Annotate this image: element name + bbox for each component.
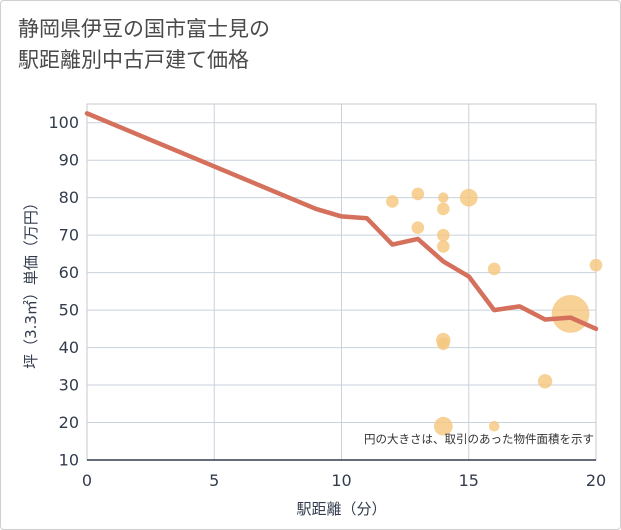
y-tick-label: 60 xyxy=(59,263,79,282)
tick-layer: 0 5 10 15 20 10 20 30 40 50 60 70 80 90 100 xyxy=(48,113,606,490)
bubble-point xyxy=(437,240,450,253)
y-tick-label: 10 xyxy=(59,451,79,470)
y-tick-label: 90 xyxy=(59,151,79,170)
bubble-point xyxy=(386,195,399,208)
y-tick-label: 20 xyxy=(59,413,79,432)
bubble-point xyxy=(459,188,478,207)
bubble-point xyxy=(437,337,450,351)
bubble-point xyxy=(437,228,450,242)
chart-title-line-1: 静岡県伊豆の国市富士見の xyxy=(18,17,270,41)
bubble-point xyxy=(411,221,425,234)
y-tick-label: 70 xyxy=(59,226,79,245)
bubble-point xyxy=(438,192,449,203)
x-tick-label: 5 xyxy=(209,471,219,490)
chart-title-line-2: 駅距離別中古戸建て価格 xyxy=(18,48,249,72)
bubble-point xyxy=(488,421,500,432)
y-tick-label: 80 xyxy=(59,188,79,207)
bubble-point xyxy=(437,202,450,216)
x-tick-label: 15 xyxy=(459,471,479,490)
y-tick-label: 50 xyxy=(59,301,79,320)
bubble-point xyxy=(411,187,425,201)
y-tick-label: 100 xyxy=(48,113,79,132)
bubble-point xyxy=(551,294,590,333)
line-layer xyxy=(84,111,599,332)
y-axis-title: 坪（3.3㎡）単価（万円） xyxy=(22,195,40,369)
y-tick-label: 40 xyxy=(59,338,79,357)
size-note: 円の大きさは、取引のあった物件面積を示す xyxy=(364,432,594,446)
average-price-line xyxy=(84,111,599,332)
bubble-layer xyxy=(386,187,603,436)
x-axis-title: 駅距離（分） xyxy=(296,500,386,518)
bubble-point xyxy=(433,416,453,436)
bubble-point xyxy=(589,258,603,272)
bubble-point xyxy=(537,374,553,389)
chart-title: 静岡県伊豆の国市富士見の 駅距離別中古戸建て価格 xyxy=(18,14,270,76)
x-tick-label: 0 xyxy=(82,471,92,490)
x-tick-label: 20 xyxy=(586,471,606,490)
bubble-point xyxy=(487,262,501,276)
x-tick-label: 10 xyxy=(331,471,351,490)
y-tick-label: 30 xyxy=(59,376,79,395)
